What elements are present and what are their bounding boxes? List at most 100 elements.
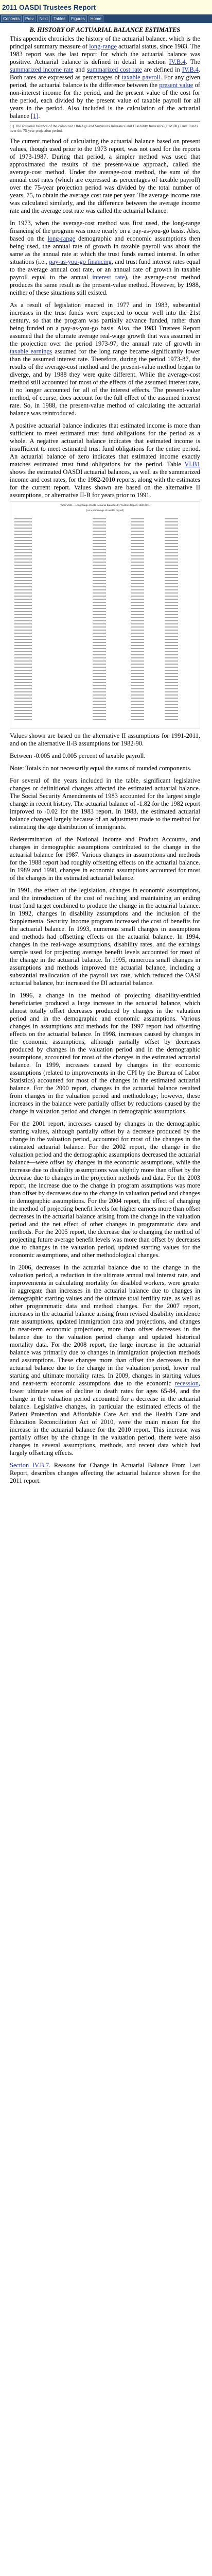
section-iv-b4-link-2[interactable]: IV.B.4 [182, 66, 199, 73]
taxable-earnings-link[interactable]: taxable earnings [10, 348, 52, 355]
section-iv-b7-link[interactable]: Section IV.B.7 [10, 1462, 49, 1469]
recession-link[interactable]: recession [174, 1380, 199, 1387]
spacer [10, 987, 200, 992]
table-cell-placeholder [14, 651, 32, 652]
text-span: . [38, 112, 40, 120]
interest-rate-link[interactable]: interest rate [92, 274, 125, 281]
table-subtitle: [As a percentage of taxable payroll] [86, 509, 123, 512]
table-cell-placeholder [131, 546, 144, 547]
text-span: As a result of legislation enacted in 19… [10, 301, 200, 347]
table-row-placeholder [14, 604, 196, 607]
table-row-placeholder [14, 548, 196, 551]
table-cell-placeholder [131, 611, 144, 612]
table-cell-placeholder [165, 592, 178, 594]
spacer [10, 215, 200, 219]
table-row-placeholder [14, 638, 196, 641]
footnote-ref-link[interactable]: [1] [30, 112, 39, 120]
table-row-placeholder [14, 545, 196, 548]
table-cell-placeholder [93, 657, 106, 658]
spacer [10, 882, 200, 887]
table-row-placeholder [14, 576, 196, 579]
text-span: Table [167, 461, 181, 468]
table-row-placeholder [14, 681, 196, 684]
table-vi-b1-link[interactable]: VI.B1 [184, 461, 200, 468]
table-cell-placeholder [165, 555, 178, 556]
table-cell-placeholder [14, 713, 32, 714]
section-iv-b4-link[interactable]: IV.B.4 [169, 58, 186, 65]
table-cell-placeholder [165, 617, 178, 618]
table-row-placeholder [14, 582, 196, 585]
table-cell-placeholder [165, 716, 178, 717]
pay-as-you-go-link[interactable]: pay-as-you-go financing [49, 258, 112, 265]
table-row-placeholder [14, 530, 196, 533]
paragraph-history-2001: For the 2001 report, increases caused by… [10, 1120, 200, 1259]
table-row-placeholder [14, 570, 196, 573]
footnote-divider [10, 121, 200, 122]
table-row-placeholder [14, 700, 196, 703]
table-cell-placeholder [131, 623, 144, 624]
table-cell-placeholder [131, 592, 144, 594]
nav-contents-button[interactable]: Contents [1, 15, 22, 22]
table-cell-placeholder [93, 611, 106, 612]
table-cell-placeholder [14, 552, 32, 553]
nav-tables-button[interactable]: Tables [51, 15, 68, 22]
table-row-placeholder [14, 663, 196, 666]
table-row-placeholder [14, 520, 196, 523]
main-content: B. HISTORY OF ACTUARIAL BALANCE ESTIMATE… [10, 26, 200, 1485]
paragraph-values-note: Values shown are based on the alternativ… [10, 732, 200, 747]
table-row-placeholder [14, 579, 196, 582]
nav-next-button[interactable]: Next [37, 15, 50, 22]
table-cell-placeholder [14, 589, 32, 590]
table-row-placeholder [14, 659, 196, 663]
nav-figures-button[interactable]: Figures [69, 15, 87, 22]
report-title: 2011 OASDI Trustees Report [2, 3, 96, 11]
taxable-payroll-link[interactable]: taxable payroll [121, 74, 161, 81]
table-cell-placeholder [131, 549, 144, 550]
table-cell-placeholder [14, 657, 32, 658]
table-cell-placeholder [14, 521, 32, 522]
long-range-link[interactable]: long-range [89, 43, 117, 50]
spacer [10, 748, 200, 752]
table-cell-placeholder [93, 614, 106, 615]
table-cell-placeholder [131, 555, 144, 556]
table-row-placeholder [14, 666, 196, 669]
table-cell-placeholder [14, 543, 32, 544]
table-cell-placeholder [131, 524, 144, 526]
table-cell-placeholder [14, 719, 32, 720]
paragraph-positive-balance: A positive actuarial balance indicates t… [10, 422, 200, 499]
table-row-placeholder [14, 629, 196, 632]
table-row-placeholder [14, 557, 196, 561]
table-row-placeholder [14, 672, 196, 675]
table-row-placeholder [14, 669, 196, 672]
table-cell-placeholder [131, 586, 144, 587]
table-row-placeholder [14, 635, 196, 638]
text-span: , and trust fund interest rates equal to… [10, 258, 200, 281]
table-cell-placeholder [165, 648, 178, 649]
long-range-link-2[interactable]: long-range [47, 235, 76, 242]
table-cell-placeholder [131, 660, 144, 662]
text-span: and [75, 66, 85, 73]
table-cell-placeholder [165, 691, 178, 692]
top-nav-bar: Contents Prev Next Tables Figures Home [0, 14, 212, 23]
table-cell-placeholder [93, 645, 106, 646]
summarized-cost-rate-link[interactable]: summarized cost rate [86, 66, 142, 73]
table-cell-placeholder [14, 546, 32, 547]
text-span: are defined in [144, 66, 180, 73]
table-cell-placeholder [14, 549, 32, 550]
table-vi-b1-image: Table VI.B1.—Long-Range OASDI Actuarial … [10, 501, 200, 729]
table-row-placeholder [14, 687, 196, 690]
spacer [10, 760, 200, 765]
present-value-link[interactable]: present value [159, 81, 193, 89]
table-cell-placeholder [14, 716, 32, 717]
text-span: actuarial status, since 1983. The 1983 r… [10, 43, 200, 65]
table-row-placeholder [14, 523, 196, 527]
table-cell-placeholder [93, 648, 106, 649]
table-cell-placeholder [14, 592, 32, 594]
table-cell-placeholder [93, 577, 106, 578]
nav-prev-button[interactable]: Prev [23, 15, 36, 22]
table-cell-placeholder [93, 586, 106, 587]
summarized-income-rate-link[interactable]: summarized income rate [10, 66, 74, 73]
nav-home-button[interactable]: Home [88, 15, 104, 22]
table-row-placeholder [14, 641, 196, 644]
table-row-placeholder [14, 585, 196, 588]
